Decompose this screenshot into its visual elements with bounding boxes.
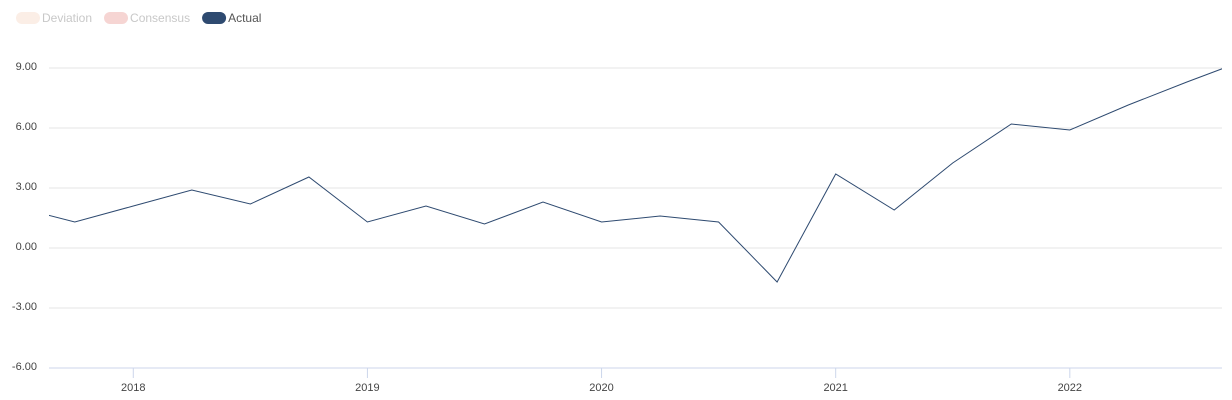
legend-item[interactable]: Deviation [16,11,92,25]
plot-area [49,68,1222,283]
x-tick-label: 2018 [121,382,145,394]
x-tick-label: 2020 [589,382,613,394]
axes: -6.00 -3.00 0.00 3.00 6.00 9.00 2018 2019 2020 20… [12,61,1082,394]
legend-swatch [202,12,227,24]
legend-label: Actual [228,11,261,25]
data-line [49,68,1222,283]
legend-label: Consensus [130,11,190,25]
legend-item[interactable]: Consensus [104,11,190,25]
legend: Deviation Consensus Actual [16,11,261,25]
y-tick-label: 0.00 [16,241,37,253]
y-tick-label: 3.00 [16,181,37,193]
legend-label: Deviation [42,11,92,25]
x-tick-label: 2022 [1058,382,1082,394]
grid [49,67,1222,369]
y-tick-label: 9.00 [16,61,37,73]
y-tick-label: 6.00 [16,121,37,133]
x-tick-label: 2019 [355,382,379,394]
legend-swatch [104,12,129,24]
legend-item[interactable]: Actual [202,11,261,25]
y-tick-label: -3.00 [12,301,37,313]
x-tick-label: 2021 [823,382,847,394]
y-tick-label: -6.00 [12,361,37,373]
legend-swatch [16,12,40,24]
